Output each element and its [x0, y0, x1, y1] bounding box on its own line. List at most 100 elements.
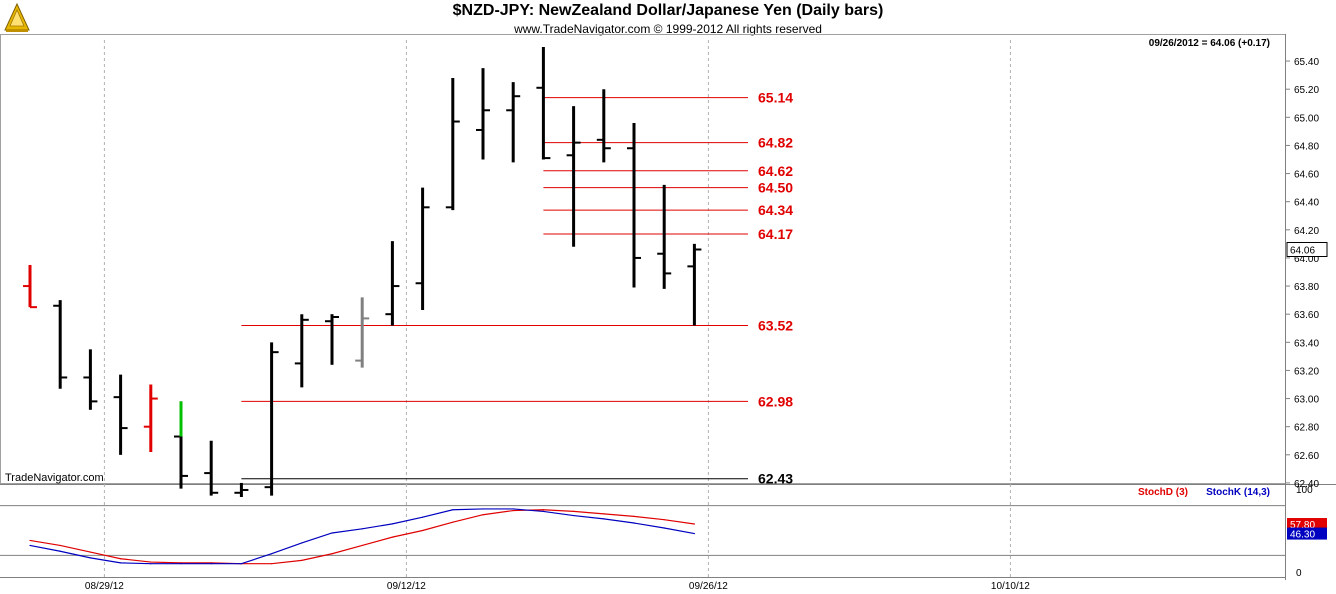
- legend-stochk: StochK (14,3): [1206, 487, 1270, 498]
- ohlc-bar: [204, 440, 219, 496]
- ohlc-bar: [385, 241, 400, 326]
- stoch-point: [452, 509, 454, 511]
- ohlc-bar: [143, 384, 158, 452]
- stoch-point: [573, 510, 575, 513]
- price-tick-label: 64.00: [1294, 254, 1319, 265]
- trade-navigator-logo-icon: [4, 2, 30, 32]
- price-tick-label: 62.80: [1294, 423, 1319, 434]
- stoch-point: [89, 551, 91, 553]
- price-level-label: 64.50: [758, 180, 793, 196]
- price-level-label: 62.43: [758, 471, 793, 487]
- stoch-point: [573, 514, 575, 517]
- stoch-last-label: 46.30: [1290, 530, 1315, 541]
- stoch-point: [120, 558, 122, 560]
- stoch-point: [29, 544, 31, 547]
- stoch-point: [29, 539, 31, 542]
- legend-stochd: StochD (3): [1138, 487, 1188, 498]
- price-tick-label: 63.00: [1294, 395, 1319, 406]
- date-label: 09/12/12: [387, 581, 426, 592]
- price-tick-label: 62.60: [1294, 451, 1319, 462]
- price-tick-label: 65.00: [1294, 113, 1319, 124]
- stoch-point: [542, 509, 545, 511]
- ohlc-bar: [23, 264, 37, 309]
- price-tick-label: 64.60: [1294, 170, 1319, 181]
- stoch-point: [331, 532, 333, 534]
- stoch-point: [633, 515, 635, 517]
- stoch-point: [361, 544, 363, 547]
- stoch-point: [512, 508, 514, 510]
- ohlc-bar: [506, 82, 521, 163]
- stoch-point: [633, 522, 635, 524]
- price-tick-label: 64.80: [1294, 141, 1319, 152]
- stoch-point: [663, 519, 665, 521]
- ohlc-bar: [627, 122, 641, 288]
- stoch-point: [693, 532, 696, 535]
- stoch-point: [422, 516, 424, 518]
- stoch-point: [391, 523, 393, 525]
- ohlc-bar: [174, 401, 188, 489]
- axis-layer: 62.40 62.60 62.80 63.00 63.20 63.40 63.60 63.80…: [85, 57, 1328, 592]
- ohlc-bar: [113, 374, 128, 455]
- stoch-point: [512, 509, 514, 512]
- price-level-label: 63.52: [758, 317, 793, 333]
- grid-layer: [0, 34, 1336, 580]
- stoch-point: [663, 527, 665, 529]
- ohlc-bar: [415, 187, 430, 310]
- stoch-point: [271, 553, 273, 555]
- price-level-label: 64.62: [758, 163, 793, 179]
- date-label: 09/26/12: [689, 581, 728, 592]
- stoch-last-box: [1287, 527, 1327, 540]
- stoch-point: [150, 563, 152, 565]
- last-price-box: [1286, 242, 1328, 257]
- ohlc-bar: [657, 184, 672, 289]
- stoch-point: [361, 528, 363, 530]
- ohlc-bar: [566, 106, 581, 247]
- stoch-point: [391, 536, 393, 538]
- stoch-point: [331, 553, 333, 555]
- price-level-label: 65.14: [758, 90, 793, 106]
- last-price-label: 64.06: [1290, 246, 1315, 257]
- stoch-point: [120, 562, 122, 564]
- stoch-last-box: [1287, 518, 1327, 531]
- stochastic-panel: [0, 505, 1285, 565]
- price-level-label: 62.98: [758, 393, 793, 409]
- stoch-point: [150, 561, 152, 563]
- ohlc-bar: [536, 47, 551, 160]
- chart-subtitle: www.TradeNavigator.com © 1999-2012 All r…: [514, 22, 822, 36]
- stoch-point: [422, 529, 424, 532]
- stoch-point: [452, 521, 454, 523]
- stoch-point: [482, 508, 484, 510]
- ohlc-bar: [83, 349, 98, 410]
- price-tick-label: 65.20: [1294, 85, 1319, 96]
- ohlc-bar: [264, 342, 279, 496]
- price-tick-label: 63.20: [1294, 366, 1319, 377]
- price-level-label: 64.82: [758, 135, 793, 151]
- stoch-point: [271, 563, 273, 565]
- stoch-tick-label: 100: [1296, 485, 1313, 496]
- ohlc-bar: [234, 482, 249, 497]
- stoch-last-label: 57.80: [1290, 520, 1315, 531]
- ohlc-bar: [355, 297, 370, 368]
- stoch-point: [603, 513, 605, 515]
- last-quote-label: 09/26/2012 = 64.06 (+0.17): [1149, 38, 1270, 49]
- date-label: 08/29/12: [85, 581, 124, 592]
- ohlc-bar: [53, 300, 68, 389]
- ohlc-bar: [596, 89, 611, 163]
- price-tick-label: 63.80: [1294, 282, 1319, 293]
- price-tick-label: 64.20: [1294, 226, 1319, 237]
- stoch-point: [693, 523, 696, 525]
- ohlc-bar: [687, 243, 702, 326]
- ohlc-bar: [325, 314, 339, 365]
- price-level-label: 64.34: [758, 202, 793, 218]
- ohlc-bar: [445, 77, 460, 211]
- price-tick-label: 65.40: [1294, 57, 1319, 68]
- stoch-point: [89, 557, 91, 559]
- price-tick-label: 62.40: [1294, 479, 1319, 490]
- stoch-point: [542, 510, 545, 513]
- ohlc-bar: [476, 68, 490, 160]
- watermark-text: TradeNavigator.com: [5, 472, 104, 484]
- price-tick-label: 63.40: [1294, 338, 1319, 349]
- stoch-point: [482, 514, 484, 516]
